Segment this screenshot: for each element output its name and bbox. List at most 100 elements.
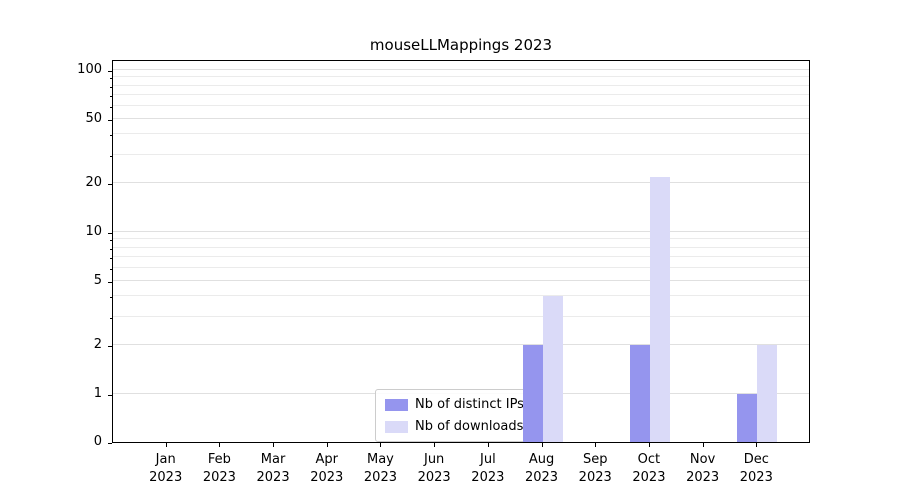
y-tick <box>108 346 112 348</box>
y-minor-tick <box>110 86 112 88</box>
y-tick <box>108 233 112 234</box>
x-tick-month: Apr <box>315 452 339 467</box>
x-tick-label: Dec 2023 <box>724 451 788 486</box>
x-tick-month: Jan <box>155 452 176 467</box>
x-tick-label: Oct 2023 <box>617 451 681 486</box>
x-tick-year: 2023 <box>417 469 451 485</box>
x-tick-year: 2023 <box>739 469 773 485</box>
y-tick <box>108 443 112 444</box>
minor-gridline <box>113 133 809 135</box>
x-tick-label: Nov 2023 <box>671 451 735 486</box>
x-tick-month: Aug <box>528 452 555 467</box>
x-tick-year: 2023 <box>524 469 559 485</box>
grid-layer <box>113 61 809 442</box>
minor-gridline <box>113 246 809 248</box>
y-minor-tick <box>110 96 112 98</box>
y-tick <box>108 71 112 72</box>
x-tick <box>165 443 167 447</box>
minor-gridline <box>113 315 809 317</box>
x-tick-month: Feb <box>207 452 231 467</box>
chart-title: mouseLLMappings 2023 <box>369 36 553 54</box>
legend-item-distinct-ips: Nb of distinct IPs <box>385 397 524 412</box>
legend-swatch-downloads <box>385 420 408 433</box>
minor-gridline <box>113 76 809 78</box>
y-tick-label: 50 <box>85 110 102 126</box>
y-tick-label: 2 <box>93 337 102 353</box>
minor-gridline <box>113 256 809 258</box>
x-tick <box>273 443 275 447</box>
y-minor-tick <box>110 268 112 270</box>
minor-gridline <box>113 84 809 86</box>
y-minor-tick <box>110 240 112 242</box>
x-tick-month: Dec <box>743 452 769 467</box>
x-tick-label: Sep 2023 <box>563 451 627 486</box>
major-gridline <box>113 69 809 70</box>
minor-gridline <box>113 94 809 96</box>
x-tick-label: Mar 2023 <box>241 451 305 486</box>
y-tick <box>108 395 112 396</box>
x-tick-month: Jun <box>423 452 445 467</box>
y-tick <box>108 184 112 186</box>
x-tick-year: 2023 <box>149 469 183 485</box>
y-minor-tick <box>110 78 112 80</box>
major-gridline <box>113 231 809 232</box>
x-tick-label: May 2023 <box>348 451 412 486</box>
x-tick-label: Jan 2023 <box>134 451 198 486</box>
y-minor-tick <box>110 317 112 319</box>
x-tick <box>434 443 436 447</box>
y-tick-label: 1 <box>93 386 102 401</box>
x-tick <box>648 443 650 447</box>
y-minor-tick <box>110 106 112 108</box>
x-tick <box>487 443 489 447</box>
x-tick <box>326 443 328 447</box>
minor-gridline <box>113 295 809 297</box>
minor-gridline <box>113 266 809 268</box>
y-minor-tick <box>110 297 112 299</box>
x-tick-year: 2023 <box>363 469 397 485</box>
y-tick <box>108 281 112 283</box>
x-tick-month: Mar <box>260 452 286 467</box>
x-tick-month: Oct <box>637 452 661 467</box>
y-minor-tick <box>110 155 112 157</box>
x-tick <box>702 443 704 447</box>
x-tick-year: 2023 <box>256 469 290 485</box>
x-tick-label: Feb 2023 <box>187 451 251 486</box>
x-tick <box>595 443 597 447</box>
minor-gridline <box>113 238 809 240</box>
x-tick <box>380 443 382 447</box>
major-gridline <box>113 117 809 119</box>
y-minor-tick <box>110 248 112 250</box>
y-tick-label: 0 <box>93 434 102 449</box>
y-tick-label: 20 <box>85 175 102 191</box>
x-tick-label: Apr 2023 <box>295 451 359 486</box>
y-tick-label: 10 <box>85 224 102 239</box>
x-tick-year: 2023 <box>471 469 505 485</box>
x-tick-year: 2023 <box>310 469 344 485</box>
plot-area: Nb of distinct IPs Nb of downloads <box>112 60 810 443</box>
legend: Nb of distinct IPs Nb of downloads <box>375 389 534 442</box>
x-tick-month: May <box>367 452 394 467</box>
x-tick-label: Jul 2023 <box>456 451 520 486</box>
minor-gridline <box>113 153 809 155</box>
x-tick-month: Nov <box>689 452 716 467</box>
major-gridline <box>113 182 809 184</box>
y-minor-tick <box>110 258 112 260</box>
x-tick-year: 2023 <box>578 469 612 485</box>
legend-label-distinct-ips: Nb of distinct IPs <box>415 397 524 412</box>
legend-label-downloads: Nb of downloads <box>415 419 524 434</box>
y-tick-label: 100 <box>77 62 102 77</box>
major-gridline <box>113 344 809 346</box>
x-tick-label: Aug 2023 <box>510 451 574 486</box>
y-tick <box>108 119 112 121</box>
minor-gridline <box>113 104 809 106</box>
x-tick-month: Jul <box>480 452 496 467</box>
x-tick <box>541 443 543 447</box>
x-tick-year: 2023 <box>202 469 236 485</box>
major-gridline <box>113 279 809 281</box>
x-tick-month: Sep <box>582 452 608 467</box>
x-tick <box>219 443 221 447</box>
legend-item-downloads: Nb of downloads <box>385 419 524 434</box>
y-minor-tick <box>110 135 112 137</box>
y-tick-label: 5 <box>93 272 102 288</box>
